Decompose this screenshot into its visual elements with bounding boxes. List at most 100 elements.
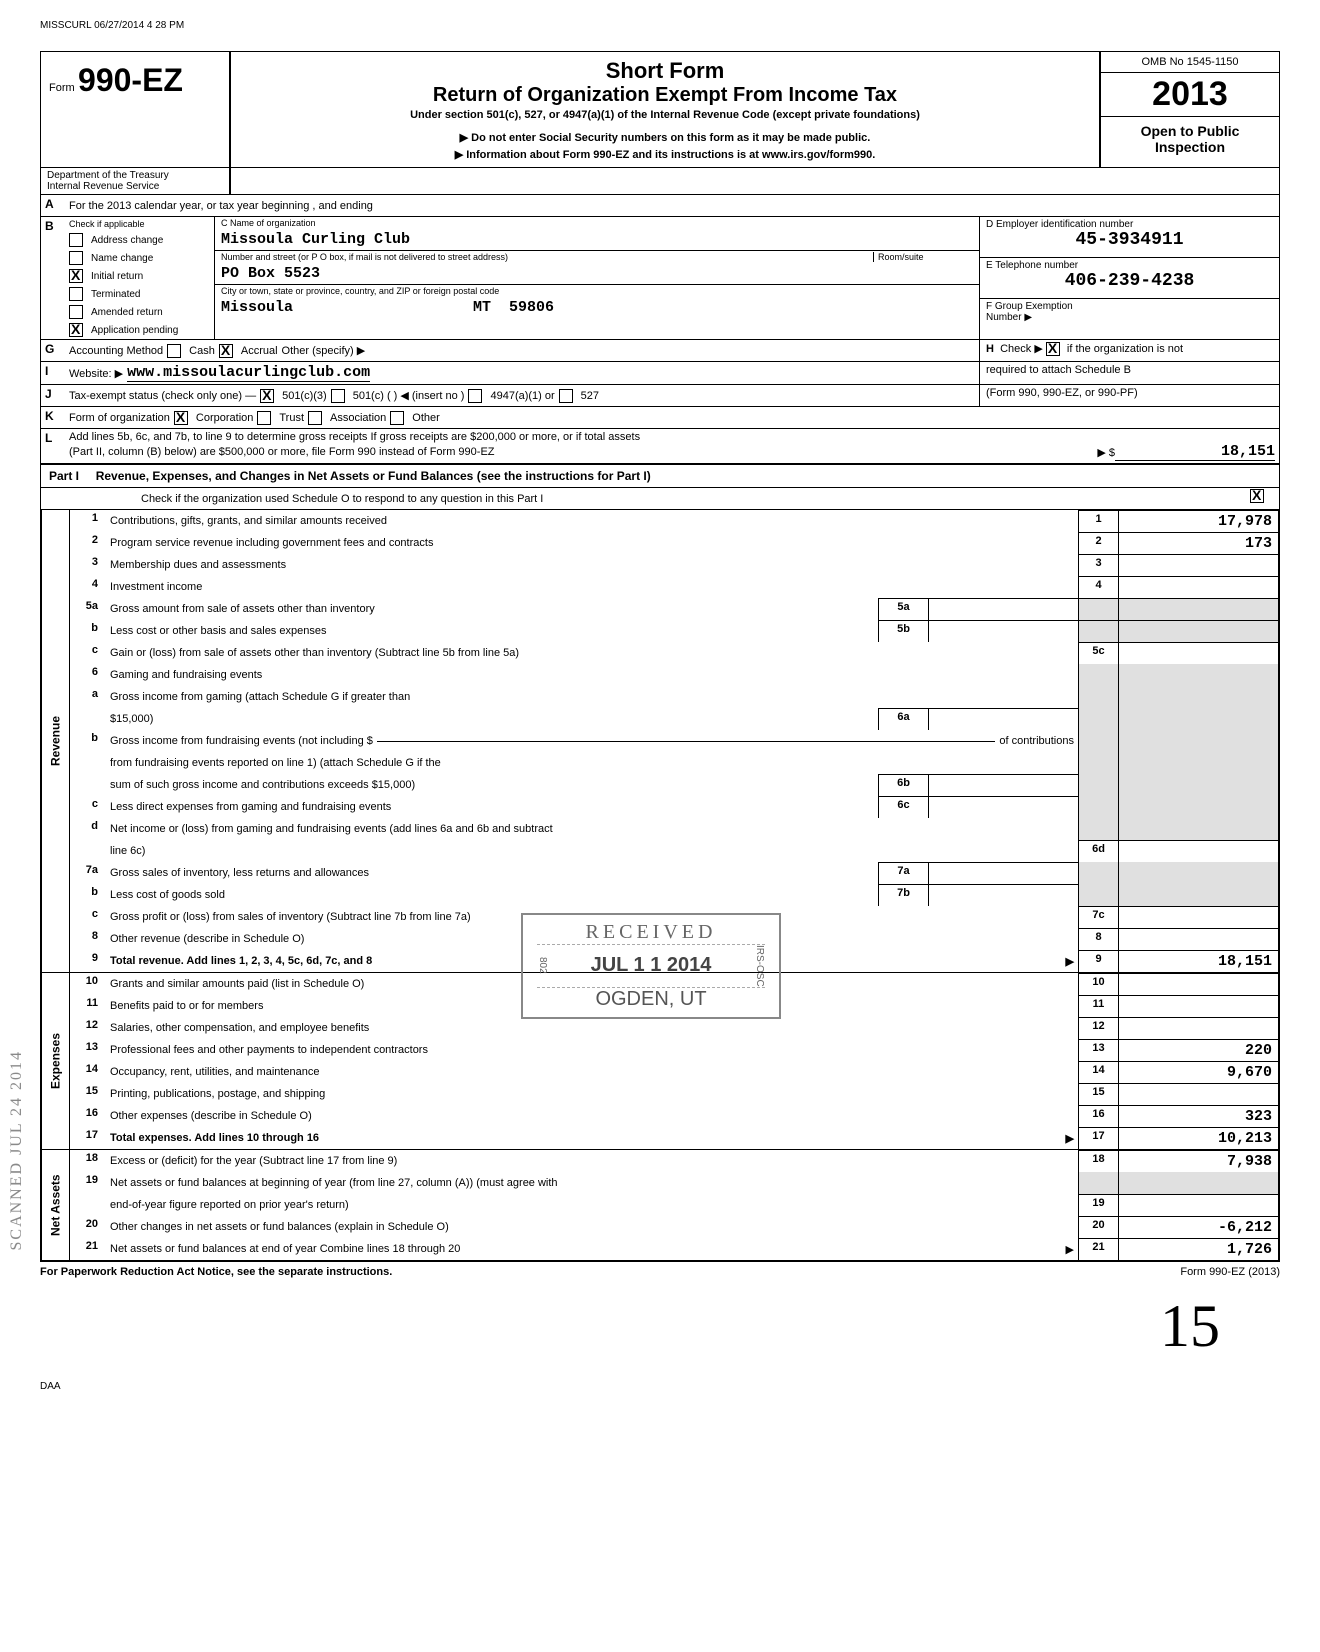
chk-terminated[interactable]: Terminated (65, 285, 214, 303)
j-o1: 501(c)(3) (282, 390, 327, 402)
chk-501c[interactable] (331, 389, 345, 403)
f-cell: F Group Exemption Number ▶ (980, 299, 1279, 339)
b-mid: C Name of organization Missoula Curling … (215, 217, 979, 339)
revenue-body: 1Contributions, gifts, grants, and simil… (69, 510, 1279, 972)
k-content: Form of organization Corporation Trust A… (65, 407, 1279, 428)
letter-g: G (41, 340, 65, 361)
chk-pending-label: Application pending (91, 325, 178, 336)
line-15-val (1118, 1083, 1278, 1105)
file-stamp: MISSCURL 06/27/2014 4 28 PM (40, 20, 1280, 31)
chk-assoc[interactable] (308, 411, 322, 425)
l-value: 18,151 (1115, 443, 1275, 461)
l-content: Add lines 5b, 6c, and 7b, to line 9 to d… (65, 429, 1279, 463)
city-label: City or town, state or province, country… (215, 285, 979, 297)
j-content: Tax-exempt status (check only one) — 501… (65, 385, 979, 406)
line-9-val: 18,151 (1118, 950, 1278, 972)
line-l: L Add lines 5b, 6c, and 7b, to line 9 to… (40, 429, 1280, 465)
other-label: Other (specify) ▶ (282, 344, 366, 357)
chk-corp[interactable] (174, 411, 188, 425)
line-20-val: -6,212 (1118, 1216, 1278, 1238)
part-i-header: Part I Revenue, Expenses, and Changes in… (40, 465, 1280, 488)
d-cell: D Employer identification number 45-3934… (980, 217, 1279, 258)
h-text-1: Check ▶ (1000, 343, 1043, 355)
city-row: Missoula MT 59806 (215, 297, 979, 318)
public-line-1: Open to Public (1141, 123, 1240, 139)
box-7b: 7b (878, 884, 928, 906)
line-16-desc: Other expenses (describe in Schedule O) (106, 1105, 1078, 1127)
chk-accrual[interactable] (219, 344, 233, 358)
k-label: Form of organization (69, 412, 170, 424)
k-corp: Corporation (196, 412, 253, 424)
line-7b-desc: Less cost of goods sold (106, 884, 878, 906)
b-checkboxes: Check if applicable Address change Name … (65, 217, 215, 339)
title-sub: Under section 501(c), 527, or 4947(a)(1)… (241, 109, 1089, 121)
line-16-val: 323 (1118, 1105, 1278, 1127)
addr-label: Number and street (or P O box, if mail i… (221, 252, 873, 262)
line-6d-desc2: line 6c) (106, 840, 1078, 862)
chk-address-label: Address change (91, 235, 163, 246)
year-box: OMB No 1545-1150 2013 Open to Public Ins… (1099, 52, 1279, 167)
letter-k: K (41, 407, 65, 428)
letter-j: J (41, 385, 65, 406)
chk-h[interactable] (1046, 342, 1060, 356)
line-5a-desc: Gross amount from sale of assets other t… (106, 598, 878, 620)
scanned-stamp: SCANNED JUL 24 2014 (8, 1050, 26, 1251)
chk-4947[interactable] (468, 389, 482, 403)
dept-row: Department of the Treasury Internal Reve… (40, 168, 1280, 195)
line-7c-val (1118, 906, 1278, 928)
line-9-desc: Total revenue. Add lines 1, 2, 3, 4, 5c,… (110, 955, 372, 967)
line-14-val: 9,670 (1118, 1061, 1278, 1083)
chk-pending[interactable]: Application pending (65, 321, 214, 339)
j-label: Tax-exempt status (check only one) — (69, 390, 256, 402)
room-label: Room/suite (873, 252, 973, 262)
box-7a: 7a (878, 862, 928, 884)
addr-row: PO Box 5523 (215, 263, 979, 285)
line-2-val: 173 (1118, 532, 1278, 554)
line-6b-desc1b: of contributions (999, 735, 1074, 747)
line-6b-desc1: Gross income from fundraising events (no… (110, 735, 373, 747)
chk-527[interactable] (559, 389, 573, 403)
revenue-label: Revenue (41, 510, 69, 972)
e-cell: E Telephone number 406-239-4238 (980, 258, 1279, 299)
stamp-date: JUL 1 1 2014 (591, 954, 712, 977)
ein-value: 45-3934911 (986, 230, 1273, 250)
line-2-desc: Program service revenue including govern… (106, 532, 1078, 554)
public-inspection: Open to Public Inspection (1101, 117, 1279, 161)
line-3-val (1118, 554, 1278, 576)
netassets-label: Net Assets (41, 1150, 69, 1260)
chk-amended[interactable]: Amended return (65, 303, 214, 321)
line-7a-desc: Gross sales of inventory, less returns a… (106, 862, 878, 884)
j-o3: 4947(a)(1) or (490, 390, 554, 402)
chk-initial[interactable]: Initial return (65, 267, 214, 285)
chk-cash[interactable] (167, 344, 181, 358)
k-assoc: Association (330, 412, 386, 424)
org-name: Missoula Curling Club (221, 231, 410, 248)
chk-other[interactable] (390, 411, 404, 425)
c-label: C Name of organization (215, 217, 979, 229)
part-i-check-row: Check if the organization used Schedule … (40, 488, 1280, 510)
line-10-val (1118, 973, 1278, 995)
chk-trust[interactable] (257, 411, 271, 425)
box-6c: 6c (878, 796, 928, 818)
title-note-2: ▶ Information about Form 990-EZ and its … (241, 148, 1089, 161)
line-19-desc2: end-of-year figure reported on prior yea… (106, 1194, 1078, 1216)
chk-address[interactable]: Address change (65, 231, 214, 249)
chk-501c3[interactable] (260, 389, 274, 403)
b-right: D Employer identification number 45-3934… (979, 217, 1279, 339)
line-18-val: 7,938 (1118, 1150, 1278, 1172)
form-id-box: Form 990-EZ (41, 52, 231, 167)
line-6-desc: Gaming and fundraising events (106, 664, 1078, 686)
line-j: J Tax-exempt status (check only one) — 5… (40, 385, 1280, 407)
line-5b-desc: Less cost or other basis and sales expen… (106, 620, 878, 642)
line-21-desc: Net assets or fund balances at end of ye… (110, 1243, 460, 1255)
h-content-3: (Form 990, 990-EZ, or 990-PF) (979, 385, 1279, 406)
chk-part-i[interactable] (1250, 489, 1264, 503)
expenses-label: Expenses (41, 973, 69, 1149)
chk-name[interactable]: Name change (65, 249, 214, 267)
org-name-row: Missoula Curling Club (215, 229, 979, 251)
line-13-val: 220 (1118, 1039, 1278, 1061)
part-i-check-text: Check if the organization used Schedule … (41, 488, 1239, 509)
line-3-desc: Membership dues and assessments (106, 554, 1078, 576)
line-6b-desc2: from fundraising events reported on line… (106, 752, 1078, 774)
stamp-loc: OGDEN, UT (537, 987, 765, 1011)
